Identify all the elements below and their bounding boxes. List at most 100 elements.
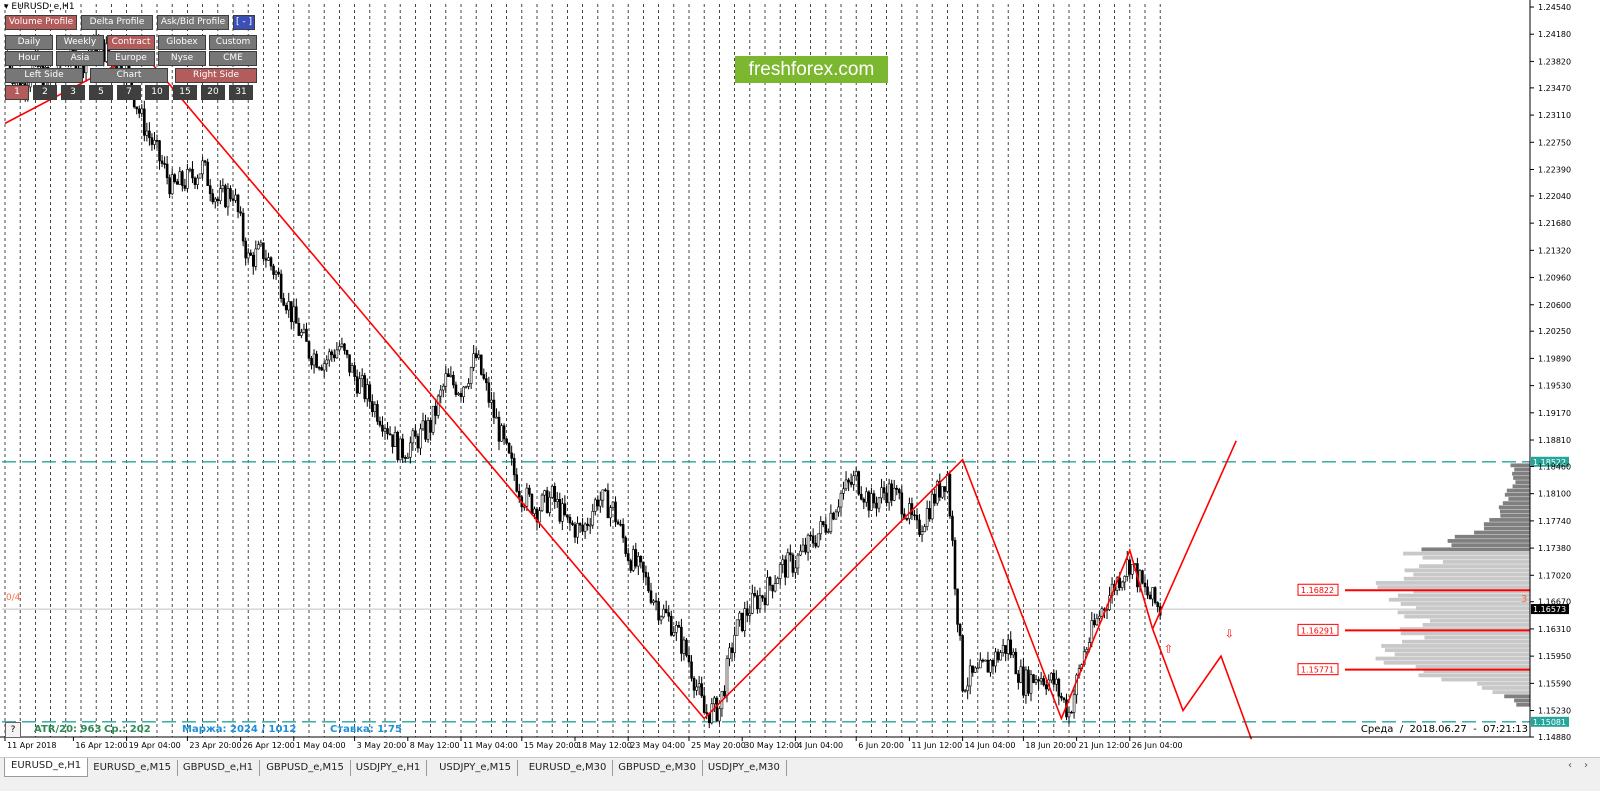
panel-button-3[interactable]: 3 (61, 85, 85, 100)
candle-body (269, 257, 273, 267)
panel-button-20[interactable]: 20 (201, 85, 225, 100)
candle-body (553, 486, 557, 502)
candle-body (376, 404, 379, 422)
price-chart[interactable]: 1.18522 1.15081 1.16573 1.16822 1.16291 1.15… (0, 0, 1600, 757)
candle-body (449, 374, 453, 377)
candle-body (1120, 581, 1124, 588)
current-price-label: 1.16573 (1533, 605, 1566, 614)
panel-button-contract[interactable]: Contract (107, 35, 155, 50)
panel-button-delta-profile[interactable]: Delta Profile (81, 15, 153, 30)
profile-bar (1515, 480, 1530, 485)
candle-body (1128, 559, 1132, 575)
panel-button-15[interactable]: 15 (173, 85, 197, 100)
tab-eurusd-e-m30[interactable]: EURUSD_e,M30 (523, 760, 614, 776)
panel-button-nyse[interactable]: Nyse (158, 51, 206, 66)
tab-eurusd-e-h1[interactable]: EURUSD_e,H1 (4, 758, 89, 777)
candle-body (175, 181, 179, 185)
tab-usdjpy-e-m15[interactable]: USDJPY_e,M15 (433, 760, 519, 776)
candle-body (158, 140, 161, 162)
panel-button-chart[interactable]: Chart (90, 68, 168, 83)
candle-body (457, 393, 460, 395)
candle-body (702, 695, 706, 713)
panel-button-7[interactable]: 7 (117, 85, 141, 100)
candle-body (272, 265, 275, 275)
profile-bar (1513, 476, 1530, 480)
profile-bar (1404, 614, 1530, 619)
candle-body (857, 471, 861, 495)
tab-gbpusd-e-h1[interactable]: GBPUSD_e,H1 (177, 760, 261, 776)
candle-body (583, 523, 587, 532)
panel-button-10[interactable]: 10 (145, 85, 169, 100)
candle-body (996, 651, 1000, 661)
panel-button-31[interactable]: 31 (229, 85, 253, 100)
candle-body (586, 523, 589, 526)
candle-body (976, 667, 980, 670)
panel-button-[interactable]: [ - ] (233, 15, 255, 30)
panel-button-ask-bid-profile[interactable]: Ask/Bid Profile (157, 15, 229, 30)
candle-body (208, 185, 212, 195)
panel-button-weekly[interactable]: Weekly (56, 35, 104, 50)
profile-bar (1381, 644, 1530, 648)
candle-body (343, 343, 346, 351)
candle-body (335, 349, 339, 359)
candle-body (576, 523, 579, 538)
tab-eurusd-e-m15[interactable]: EURUSD_e,M15 (87, 760, 178, 776)
panel-button-custom[interactable]: Custom (209, 35, 257, 50)
panel-button-cme[interactable]: CME (209, 51, 257, 66)
candle-body (705, 712, 709, 714)
panel-button-europe[interactable]: Europe (107, 51, 155, 66)
candle-body (1062, 697, 1066, 701)
panel-button-left-side[interactable]: Left Side (5, 68, 83, 83)
rate-text: Ставка: 1.75 (330, 724, 402, 735)
tab-gbpusd-e-m30[interactable]: GBPUSD_e,M30 (612, 760, 703, 776)
price-tick-label: 1.17740 (1538, 517, 1571, 526)
candle-body (839, 492, 843, 508)
tab-usdjpy-e-m30[interactable]: USDJPY_e,M30 (702, 760, 787, 776)
panel-button-asia[interactable]: Asia (56, 51, 104, 66)
candle-body (644, 571, 648, 578)
profile-bar (1413, 589, 1530, 594)
candle-body (191, 168, 194, 179)
panel-button-hour[interactable]: Hour (5, 51, 53, 66)
candle-body (262, 242, 265, 259)
candle-body (368, 384, 372, 402)
candle-body (768, 577, 772, 586)
candle-body (654, 600, 658, 603)
tab-gbpusd-e-m15[interactable]: GBPUSD_e,M15 (260, 760, 351, 776)
candle-body (621, 524, 625, 539)
candle-body (388, 433, 392, 436)
help-button[interactable]: ? (5, 722, 21, 738)
panel-button-daily[interactable]: Daily (5, 35, 53, 50)
tab-scroll-right-icon[interactable]: › (1584, 760, 1588, 771)
candle-body (241, 212, 245, 242)
candle-body (908, 503, 911, 520)
candle-body (837, 506, 840, 513)
profile-bar (1516, 702, 1530, 707)
candle-body (1141, 570, 1144, 584)
profile-bar (1415, 665, 1530, 669)
candle-body (439, 389, 443, 397)
candle-body (424, 420, 427, 440)
candle-body (961, 635, 964, 692)
time-tick-label: 19 Apr 04:00 (129, 741, 181, 750)
candle-body (322, 363, 326, 371)
panel-button-globex[interactable]: Globex (158, 35, 206, 50)
candle-body (196, 177, 199, 185)
candle-body (409, 442, 412, 458)
tab-usdjpy-e-h1[interactable]: USDJPY_e,H1 (350, 760, 428, 776)
candle-body (682, 639, 686, 654)
panel-button-volume-profile[interactable]: Volume Profile (5, 15, 77, 30)
candle-body (236, 194, 240, 213)
panel-button-1[interactable]: 1 (5, 85, 29, 100)
candle-body (849, 481, 853, 485)
candle-body (515, 474, 519, 492)
candle-body (566, 514, 569, 518)
candle-body (168, 177, 171, 195)
panel-button-5[interactable]: 5 (89, 85, 113, 100)
panel-button-right-side[interactable]: Right Side (175, 68, 257, 83)
tab-scroll-left-icon[interactable]: ‹ (1568, 760, 1572, 771)
panel-button-2[interactable]: 2 (33, 85, 57, 100)
candle-body (429, 420, 432, 433)
candle-body (1146, 586, 1149, 596)
candle-body (1034, 679, 1038, 683)
